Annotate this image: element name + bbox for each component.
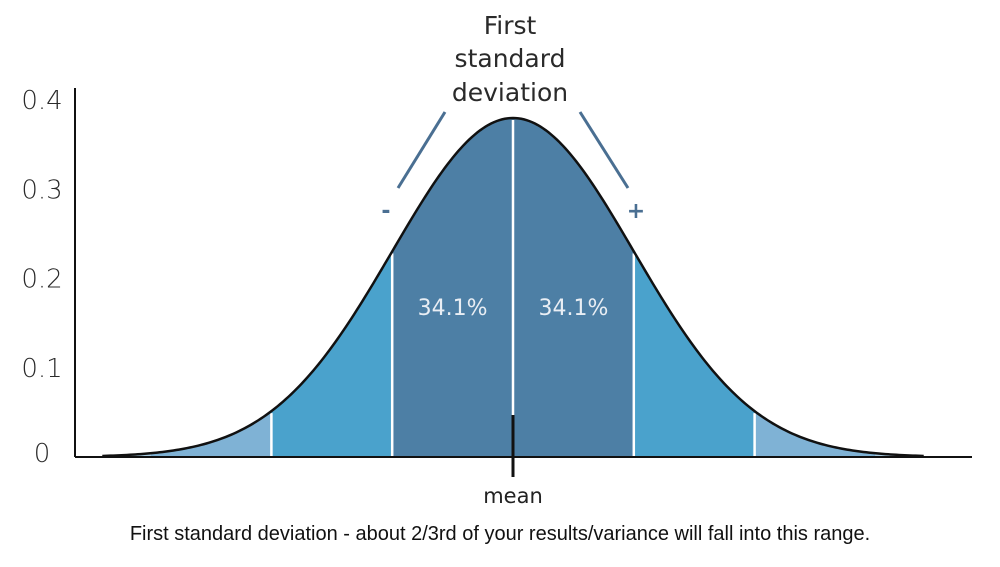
- annotation-bracket-left: [396, 111, 447, 189]
- y-tick-label-4: 0.4: [21, 86, 62, 116]
- annotation-title-line-3: deviation: [452, 78, 568, 107]
- mean-label: mean: [483, 484, 543, 508]
- minus-sign: -: [381, 199, 390, 224]
- first-sd-annotation: First standard deviation - +: [381, 11, 645, 224]
- band-6: [754, 411, 876, 457]
- percent-label-3: 34.1%: [418, 296, 488, 321]
- percent-label-4: 34.1%: [538, 296, 608, 321]
- y-tick-labels: 0 0.1 0.2 0.3 0.4: [21, 86, 62, 469]
- dividers-layer: [270, 120, 756, 457]
- annotation-title-line-2: standard: [455, 44, 566, 73]
- annotation-title-line-1: First: [484, 11, 537, 40]
- band-1: [150, 411, 272, 457]
- bell-curve-line: [102, 116, 924, 458]
- y-tick-label-2: 0.2: [21, 265, 62, 295]
- y-tick-label-1: 0.1: [21, 354, 62, 384]
- plus-sign: +: [627, 199, 645, 224]
- chart-caption: First standard deviation - about 2/3rd o…: [129, 523, 871, 545]
- y-tick-label-3: 0.3: [21, 175, 62, 205]
- annotation-bracket-right: [578, 111, 630, 189]
- percent-labels: 34.1% 34.1%: [418, 296, 609, 321]
- y-tick-label-0: 0: [34, 439, 51, 469]
